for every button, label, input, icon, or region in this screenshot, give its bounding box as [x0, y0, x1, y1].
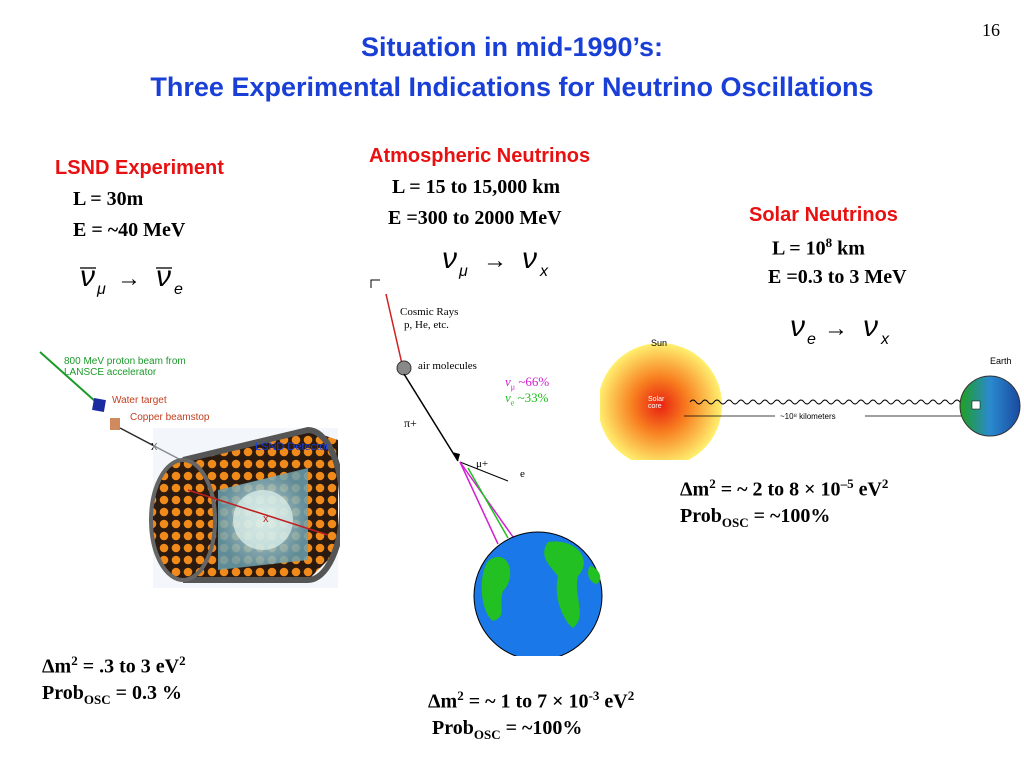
solar-sun-label: Sun	[651, 338, 668, 348]
atmospheric-cosmic-rays-label: Cosmic Rays	[400, 306, 459, 318]
lsnd-oscillation-formula: ν μ → ν e	[72, 254, 202, 309]
svg-text:→: →	[117, 265, 141, 292]
solar-length: L = 108 km	[772, 235, 865, 261]
slide-title-line1: Situation in mid-1990’s:	[360, 32, 664, 62]
lsnd-length: L = 30m	[73, 188, 144, 210]
svg-text:ν: ν	[442, 242, 457, 275]
solar-graphic	[598, 343, 1021, 467]
lsnd-prob-prefix: Prob	[42, 682, 84, 704]
solar-prob-prefix: Prob	[680, 505, 722, 527]
svg-text:→: →	[824, 315, 848, 342]
solar-length-unit: km	[832, 237, 865, 260]
atmospheric-heading: Atmospheric Neutrinos	[369, 145, 591, 167]
lsnd-prob-value: = 0.3 %	[110, 682, 182, 704]
atmospheric-oscillation-formula: ν μ → ν x	[436, 240, 566, 289]
solar-dm2-unit: eV	[853, 478, 882, 501]
solar-length-exp: 8	[825, 235, 833, 250]
lsnd-detector-figure: x x	[38, 350, 346, 590]
svg-text:ν: ν	[790, 310, 805, 343]
lsnd-prob: ProbOSC = 0.3 %	[42, 680, 182, 713]
atmospheric-particles-label: p, He, etc.	[404, 319, 449, 331]
atmospheric-pion-label: π+	[404, 416, 417, 430]
atmospheric-electron-label: e	[520, 468, 525, 480]
lsnd-copper-beamstop-label: Copper beamstop	[130, 412, 210, 423]
solar-energy: E =0.3 to 3 MeV	[768, 266, 907, 288]
solar-dm2-value: = ~ 2 to 8 × 10	[715, 478, 841, 501]
solar-figure	[598, 330, 1024, 467]
atmospheric-prob-prefix: Prob	[432, 717, 474, 739]
lsnd-heading: LSND Experiment	[55, 157, 224, 179]
atmospheric-numu-fraction-value: ~66%	[518, 374, 550, 389]
atmospheric-dm2: Δm2 = ~ 1 to 7 × 10-3 eV2	[428, 688, 635, 713]
atmospheric-formula-graphic: ν μ → ν x	[442, 242, 549, 280]
lsnd-energy: E = ~40 MeV	[73, 219, 186, 241]
page-number: 16	[982, 20, 1000, 40]
lsnd-formula-graphic: ν μ → ν e	[80, 260, 183, 298]
atmospheric-energy: E =300 to 2000 MeV	[388, 207, 562, 229]
atmospheric-dm2-exp: -3	[588, 688, 600, 703]
solar-prob-sub: OSC	[721, 515, 749, 530]
solar-dm2: Δm2 = ~ 2 to 8 × 10–5 eV2	[680, 476, 889, 501]
lsnd-detector-graphic: x x	[39, 351, 346, 588]
svg-text:ν: ν	[156, 260, 171, 293]
atmospheric-dm2-value: = ~ 1 to 7 × 10	[463, 690, 589, 713]
solar-dm2-exp: –5	[840, 476, 854, 491]
lsnd-beam-label-1: 800 MeV proton beam from	[64, 356, 186, 367]
solar-formula-graphic: ν e → ν x	[790, 310, 890, 348]
lsnd-detector-label: LSND Detector	[255, 441, 329, 453]
svg-text:x: x	[880, 331, 890, 348]
solar-prob-value: = ~100%	[748, 505, 831, 527]
svg-text:μ: μ	[96, 281, 106, 298]
svg-text:e: e	[807, 331, 816, 348]
atmospheric-figure	[368, 276, 638, 661]
atmospheric-muon-label: μ+	[476, 458, 489, 470]
atmospheric-numu-fraction: νμ ~66%	[505, 374, 550, 392]
atmospheric-prob: ProbOSC = ~100%	[432, 715, 582, 748]
svg-text:x: x	[539, 263, 549, 280]
svg-text:ν: ν	[863, 310, 878, 343]
solar-core-label: Solar core	[648, 396, 665, 410]
atmospheric-nue-fraction: νe ~33%	[505, 390, 549, 408]
lsnd-dm2-value: = .3 to 3 eV	[77, 655, 180, 678]
solar-length-prefix: L = 10	[772, 237, 826, 260]
atmospheric-nue-fraction-value: ~33%	[517, 390, 549, 405]
svg-text:x: x	[263, 513, 269, 525]
atmospheric-dm2-prefix: Δm	[428, 690, 458, 713]
svg-text:μ: μ	[458, 263, 468, 280]
svg-text:ν: ν	[522, 242, 537, 275]
svg-text:e: e	[174, 281, 183, 298]
atmospheric-prob-sub: OSC	[473, 727, 501, 742]
atmospheric-dm2-unit: eV	[599, 690, 628, 713]
svg-text:→: →	[483, 247, 507, 274]
solar-earth-label: Earth	[990, 356, 1012, 366]
lsnd-dm2: Δm2 = .3 to 3 eV2	[42, 653, 186, 678]
lsnd-water-target-label: Water target	[112, 395, 167, 406]
svg-text:ν: ν	[80, 260, 95, 293]
solar-distance-label: ~10⁸ kilometers	[780, 412, 836, 421]
lsnd-prob-sub: OSC	[83, 692, 111, 707]
solar-dm2-prefix: Δm	[680, 478, 710, 501]
solar-prob: ProbOSC = ~100%	[680, 503, 830, 536]
atmospheric-graphic	[370, 279, 603, 661]
lsnd-dm2-prefix: Δm	[42, 655, 72, 678]
atmospheric-length: L = 15 to 15,000 km	[392, 176, 561, 198]
atmospheric-prob-value: = ~100%	[500, 717, 583, 739]
solar-heading: Solar Neutrinos	[749, 204, 898, 226]
solar-oscillation-formula: ν e → ν x	[786, 310, 906, 355]
slide-title-line2: Three Experimental Indications for Neutr…	[150, 72, 874, 102]
lsnd-beam-label-2: LANSCE accelerator	[64, 367, 157, 378]
atmospheric-air-molecules-label: air molecules	[418, 360, 477, 372]
